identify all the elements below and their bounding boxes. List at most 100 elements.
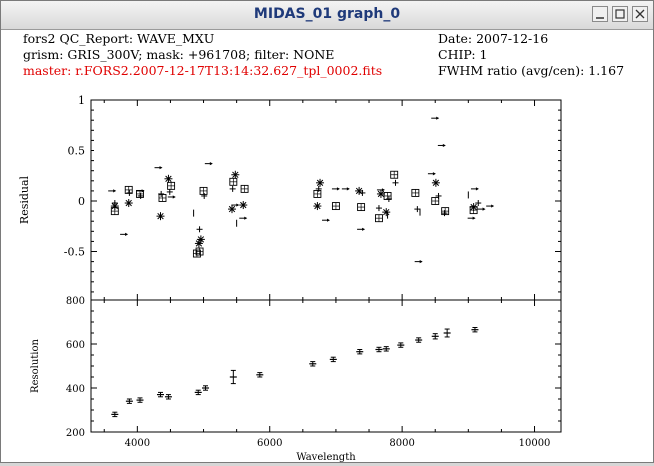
square-marker xyxy=(357,203,366,212)
star-marker xyxy=(228,205,236,214)
cross-marker xyxy=(392,179,399,186)
star-marker xyxy=(239,201,248,210)
x-tick-label: 10000 xyxy=(519,438,551,449)
resolution-point xyxy=(136,397,144,403)
cross-marker xyxy=(196,226,203,233)
close-button[interactable] xyxy=(632,6,648,22)
star-marker xyxy=(156,212,165,221)
x-tick-label: 6000 xyxy=(257,438,282,449)
arrow-marker xyxy=(437,143,446,148)
star-marker xyxy=(313,202,322,211)
chip-label: CHIP: 1 xyxy=(438,47,488,62)
plot-svg: fors2 QC_Report: WAVE_MXU grism: GRIS_30… xyxy=(18,31,624,463)
arrow-marker xyxy=(239,216,248,220)
y-tick-label: -0.5 xyxy=(64,246,85,259)
resolution-point xyxy=(125,398,133,404)
arrow-marker xyxy=(204,162,213,166)
y-tick-label: 0.5 xyxy=(68,145,86,158)
arrow-marker xyxy=(414,260,423,264)
resolution-point xyxy=(397,342,405,348)
square-marker xyxy=(411,188,420,197)
cross-marker xyxy=(375,205,382,212)
title-bar[interactable]: MIDAS_01 graph_0 xyxy=(1,1,653,30)
star-marker xyxy=(231,170,240,179)
minimize-icon xyxy=(596,17,604,19)
arrow-marker xyxy=(431,116,440,120)
y-tick-label: 200 xyxy=(66,428,85,439)
resolution-point xyxy=(431,333,439,340)
grism-info: grism: GRIS_300V; mask: +961708; filter:… xyxy=(23,47,334,62)
resolution-point xyxy=(194,389,202,396)
plot-canvas: fors2 QC_Report: WAVE_MXU grism: GRIS_30… xyxy=(1,30,653,463)
arrow-marker xyxy=(477,207,486,211)
cross-marker xyxy=(201,192,208,199)
cross-marker xyxy=(126,189,133,196)
y-axis-label: Resolution xyxy=(30,338,41,392)
date-label: Date: 2007-12-16 xyxy=(438,31,548,46)
resolution-point xyxy=(443,328,451,338)
close-icon xyxy=(635,9,645,19)
square-marker xyxy=(431,197,440,205)
arrow-marker xyxy=(341,187,350,191)
arrow-marker xyxy=(331,187,340,191)
arrow-marker xyxy=(231,203,240,207)
resolution-point xyxy=(157,391,165,398)
star-marker xyxy=(196,235,205,244)
y-tick-label: 400 xyxy=(66,384,85,395)
cross-marker xyxy=(359,189,366,196)
arrow-marker xyxy=(120,232,129,236)
resolution-point xyxy=(229,369,237,385)
arrow-marker xyxy=(357,227,366,231)
resolution-point xyxy=(415,337,423,343)
arrow-marker xyxy=(486,204,495,208)
x-axis-label: Wavelength xyxy=(296,452,356,462)
arrow-marker xyxy=(467,216,476,220)
cross-marker xyxy=(158,190,165,197)
cross-marker xyxy=(315,185,322,192)
star-marker xyxy=(164,174,173,183)
resolution-point xyxy=(111,411,119,418)
y-tick-label: 0 xyxy=(78,195,85,208)
x-tick-label: 8000 xyxy=(389,438,414,449)
arrow-marker xyxy=(427,172,436,176)
resolution-point xyxy=(382,346,390,352)
resolution-point xyxy=(309,361,317,367)
square-marker xyxy=(390,170,399,179)
resolution-point xyxy=(356,349,364,355)
star-marker xyxy=(355,186,364,195)
report-title: fors2 QC_Report: WAVE_MXU xyxy=(23,31,214,46)
resolution-point xyxy=(256,372,264,378)
cross-marker xyxy=(229,185,236,192)
star-marker xyxy=(469,203,478,212)
square-marker xyxy=(229,177,238,186)
cross-marker xyxy=(435,192,442,199)
y-tick-label: 800 xyxy=(66,296,85,307)
window-title: MIDAS_01 graph_0 xyxy=(253,6,401,22)
square-marker xyxy=(195,247,204,256)
star-marker xyxy=(124,199,133,208)
maximize-icon xyxy=(615,9,625,19)
y-axis-label: Residual xyxy=(18,175,31,224)
square-marker xyxy=(167,181,176,190)
arrow-marker xyxy=(376,188,385,192)
resolution-point xyxy=(375,346,383,353)
resolution-panel: 800 600 400 200 4000 6000 8000 10000 Wavelength R… xyxy=(30,296,562,463)
arrow-marker xyxy=(470,187,479,191)
resolution-point xyxy=(329,356,337,363)
square-marker xyxy=(313,189,322,198)
arrow-marker xyxy=(108,189,117,193)
residual-panel: 1 0.5 0 -0.5 Residual xyxy=(18,94,562,301)
resolution-point xyxy=(202,385,210,391)
star-marker xyxy=(431,178,440,187)
square-marker xyxy=(383,192,392,200)
square-marker xyxy=(375,214,383,223)
minimize-button[interactable] xyxy=(592,6,608,22)
cross-marker xyxy=(137,192,144,199)
square-marker xyxy=(240,184,249,193)
star-marker xyxy=(376,189,385,198)
maximize-button[interactable] xyxy=(612,6,628,22)
cross-marker xyxy=(111,200,118,207)
fwhm-label: FWHM ratio (avg/cen): 1.167 xyxy=(438,63,624,78)
cross-marker xyxy=(441,210,448,217)
